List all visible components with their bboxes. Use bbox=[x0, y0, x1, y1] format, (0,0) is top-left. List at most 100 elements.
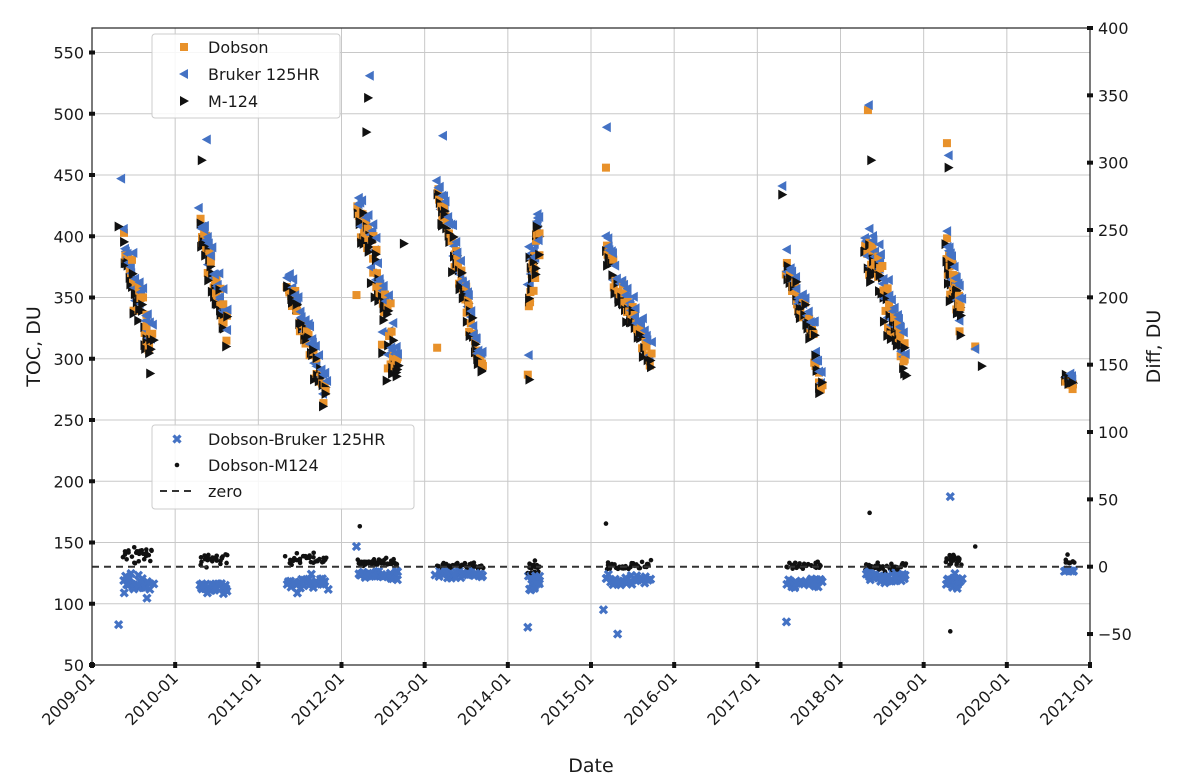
dobson-point bbox=[785, 271, 794, 280]
m124-point bbox=[222, 341, 232, 352]
diff-m124-point bbox=[224, 560, 229, 566]
diff-m124-point bbox=[317, 556, 322, 562]
dobson-point bbox=[881, 306, 890, 315]
m124-point bbox=[783, 261, 793, 272]
diff-m124-point bbox=[214, 558, 220, 563]
dobson-point bbox=[381, 290, 390, 299]
bruker-point bbox=[951, 272, 961, 283]
bruker-point bbox=[470, 333, 480, 344]
m124-point bbox=[362, 127, 372, 138]
legend-m124-marker bbox=[180, 96, 189, 106]
y-right-tick-mark bbox=[1087, 362, 1093, 367]
bruker-point bbox=[147, 319, 157, 330]
dobson-point bbox=[531, 273, 540, 282]
dobson-point bbox=[386, 299, 395, 308]
bruker-point bbox=[372, 258, 382, 269]
bruker-point bbox=[610, 260, 620, 271]
m124-point bbox=[947, 260, 957, 271]
y-right-tick-mark bbox=[1087, 564, 1093, 569]
m124-point bbox=[288, 297, 298, 308]
bruker-point bbox=[889, 302, 899, 313]
x-tick-mark bbox=[921, 662, 926, 668]
x-tick-mark bbox=[1088, 662, 1092, 668]
diff-m124-point bbox=[792, 560, 798, 566]
diff-m124-point bbox=[972, 544, 978, 549]
bruker-point bbox=[533, 235, 543, 246]
dobson-point bbox=[609, 255, 618, 264]
bruker-point bbox=[460, 279, 470, 290]
bruker-point bbox=[116, 173, 126, 184]
diff-bruker-point bbox=[612, 629, 623, 639]
bruker-point bbox=[787, 266, 797, 277]
dobson-point bbox=[206, 257, 215, 266]
dobson-point bbox=[526, 298, 535, 307]
dobson-point bbox=[372, 245, 381, 254]
dobson-point bbox=[529, 286, 538, 295]
x-tick-mark bbox=[672, 662, 677, 668]
bruker-point bbox=[898, 327, 908, 338]
dobson-point bbox=[1068, 385, 1077, 394]
bruker-point bbox=[138, 283, 148, 294]
diff-m124-point bbox=[639, 559, 645, 565]
x-tick-label: 2010-01 bbox=[121, 668, 182, 729]
diff-bruker-point bbox=[149, 579, 159, 589]
dobson-point bbox=[148, 329, 157, 338]
x-tick-mark bbox=[173, 662, 178, 668]
m124-point bbox=[477, 365, 487, 376]
dobson-point bbox=[377, 340, 386, 349]
dobson-point bbox=[353, 202, 362, 211]
x-tick-label: 2013-01 bbox=[371, 668, 432, 729]
bruker-point bbox=[214, 268, 224, 279]
diff-bruker-point bbox=[817, 577, 827, 587]
bruker-point bbox=[816, 366, 826, 377]
bruker-point bbox=[118, 223, 128, 234]
diff-bruker-point bbox=[645, 574, 656, 584]
bruker-point bbox=[601, 122, 611, 133]
legend-dobson-m124-marker bbox=[174, 462, 180, 468]
bruker-point bbox=[284, 269, 294, 280]
dobson-point bbox=[385, 332, 394, 341]
diff-m124-point bbox=[297, 560, 303, 566]
diff-m124-point bbox=[1065, 552, 1070, 557]
m124-point bbox=[801, 299, 811, 310]
x-tick-label: 2018-01 bbox=[787, 668, 848, 729]
bruker-point bbox=[377, 327, 387, 338]
y-right-tick-mark bbox=[1087, 93, 1093, 98]
diff-m124-point bbox=[903, 561, 909, 566]
bruker-point bbox=[622, 283, 632, 294]
diff-m124-point bbox=[436, 563, 441, 569]
diff-m124-point bbox=[124, 556, 129, 562]
y-left-tick-label: 250 bbox=[53, 411, 84, 430]
diff-m124-point bbox=[122, 552, 128, 557]
dobson-point bbox=[647, 349, 656, 358]
bruker-point bbox=[214, 292, 224, 303]
diff-m124-point bbox=[323, 555, 329, 561]
y-left-tick-mark bbox=[89, 234, 95, 239]
bruker-point bbox=[293, 292, 303, 303]
dobson-point bbox=[447, 236, 456, 245]
m124-point bbox=[384, 305, 394, 316]
x-tick-mark bbox=[755, 662, 760, 668]
bruker-point bbox=[193, 202, 203, 213]
y-right-tick-mark bbox=[1087, 228, 1093, 233]
dobson-point bbox=[196, 214, 205, 223]
m124-point bbox=[297, 318, 307, 329]
m124-point bbox=[646, 355, 656, 366]
x-tick-label: 2019-01 bbox=[870, 668, 931, 729]
legend-top-box bbox=[151, 33, 341, 119]
diff-bruker-point bbox=[957, 574, 967, 584]
bruker-point bbox=[222, 304, 232, 315]
bruker-point bbox=[288, 274, 298, 285]
bruker-point bbox=[945, 248, 955, 259]
m124-point bbox=[366, 278, 376, 289]
bruker-point bbox=[443, 211, 453, 222]
x-tick-label: 2014-01 bbox=[454, 668, 515, 729]
bruker-point bbox=[466, 306, 476, 317]
bruker-point bbox=[957, 293, 967, 304]
m124-point bbox=[440, 209, 450, 220]
m124-point bbox=[449, 232, 459, 243]
dobson-point bbox=[222, 336, 231, 345]
y-left-tick-label: 150 bbox=[53, 534, 84, 553]
bruker-point bbox=[954, 315, 964, 326]
bruker-point bbox=[125, 261, 135, 272]
